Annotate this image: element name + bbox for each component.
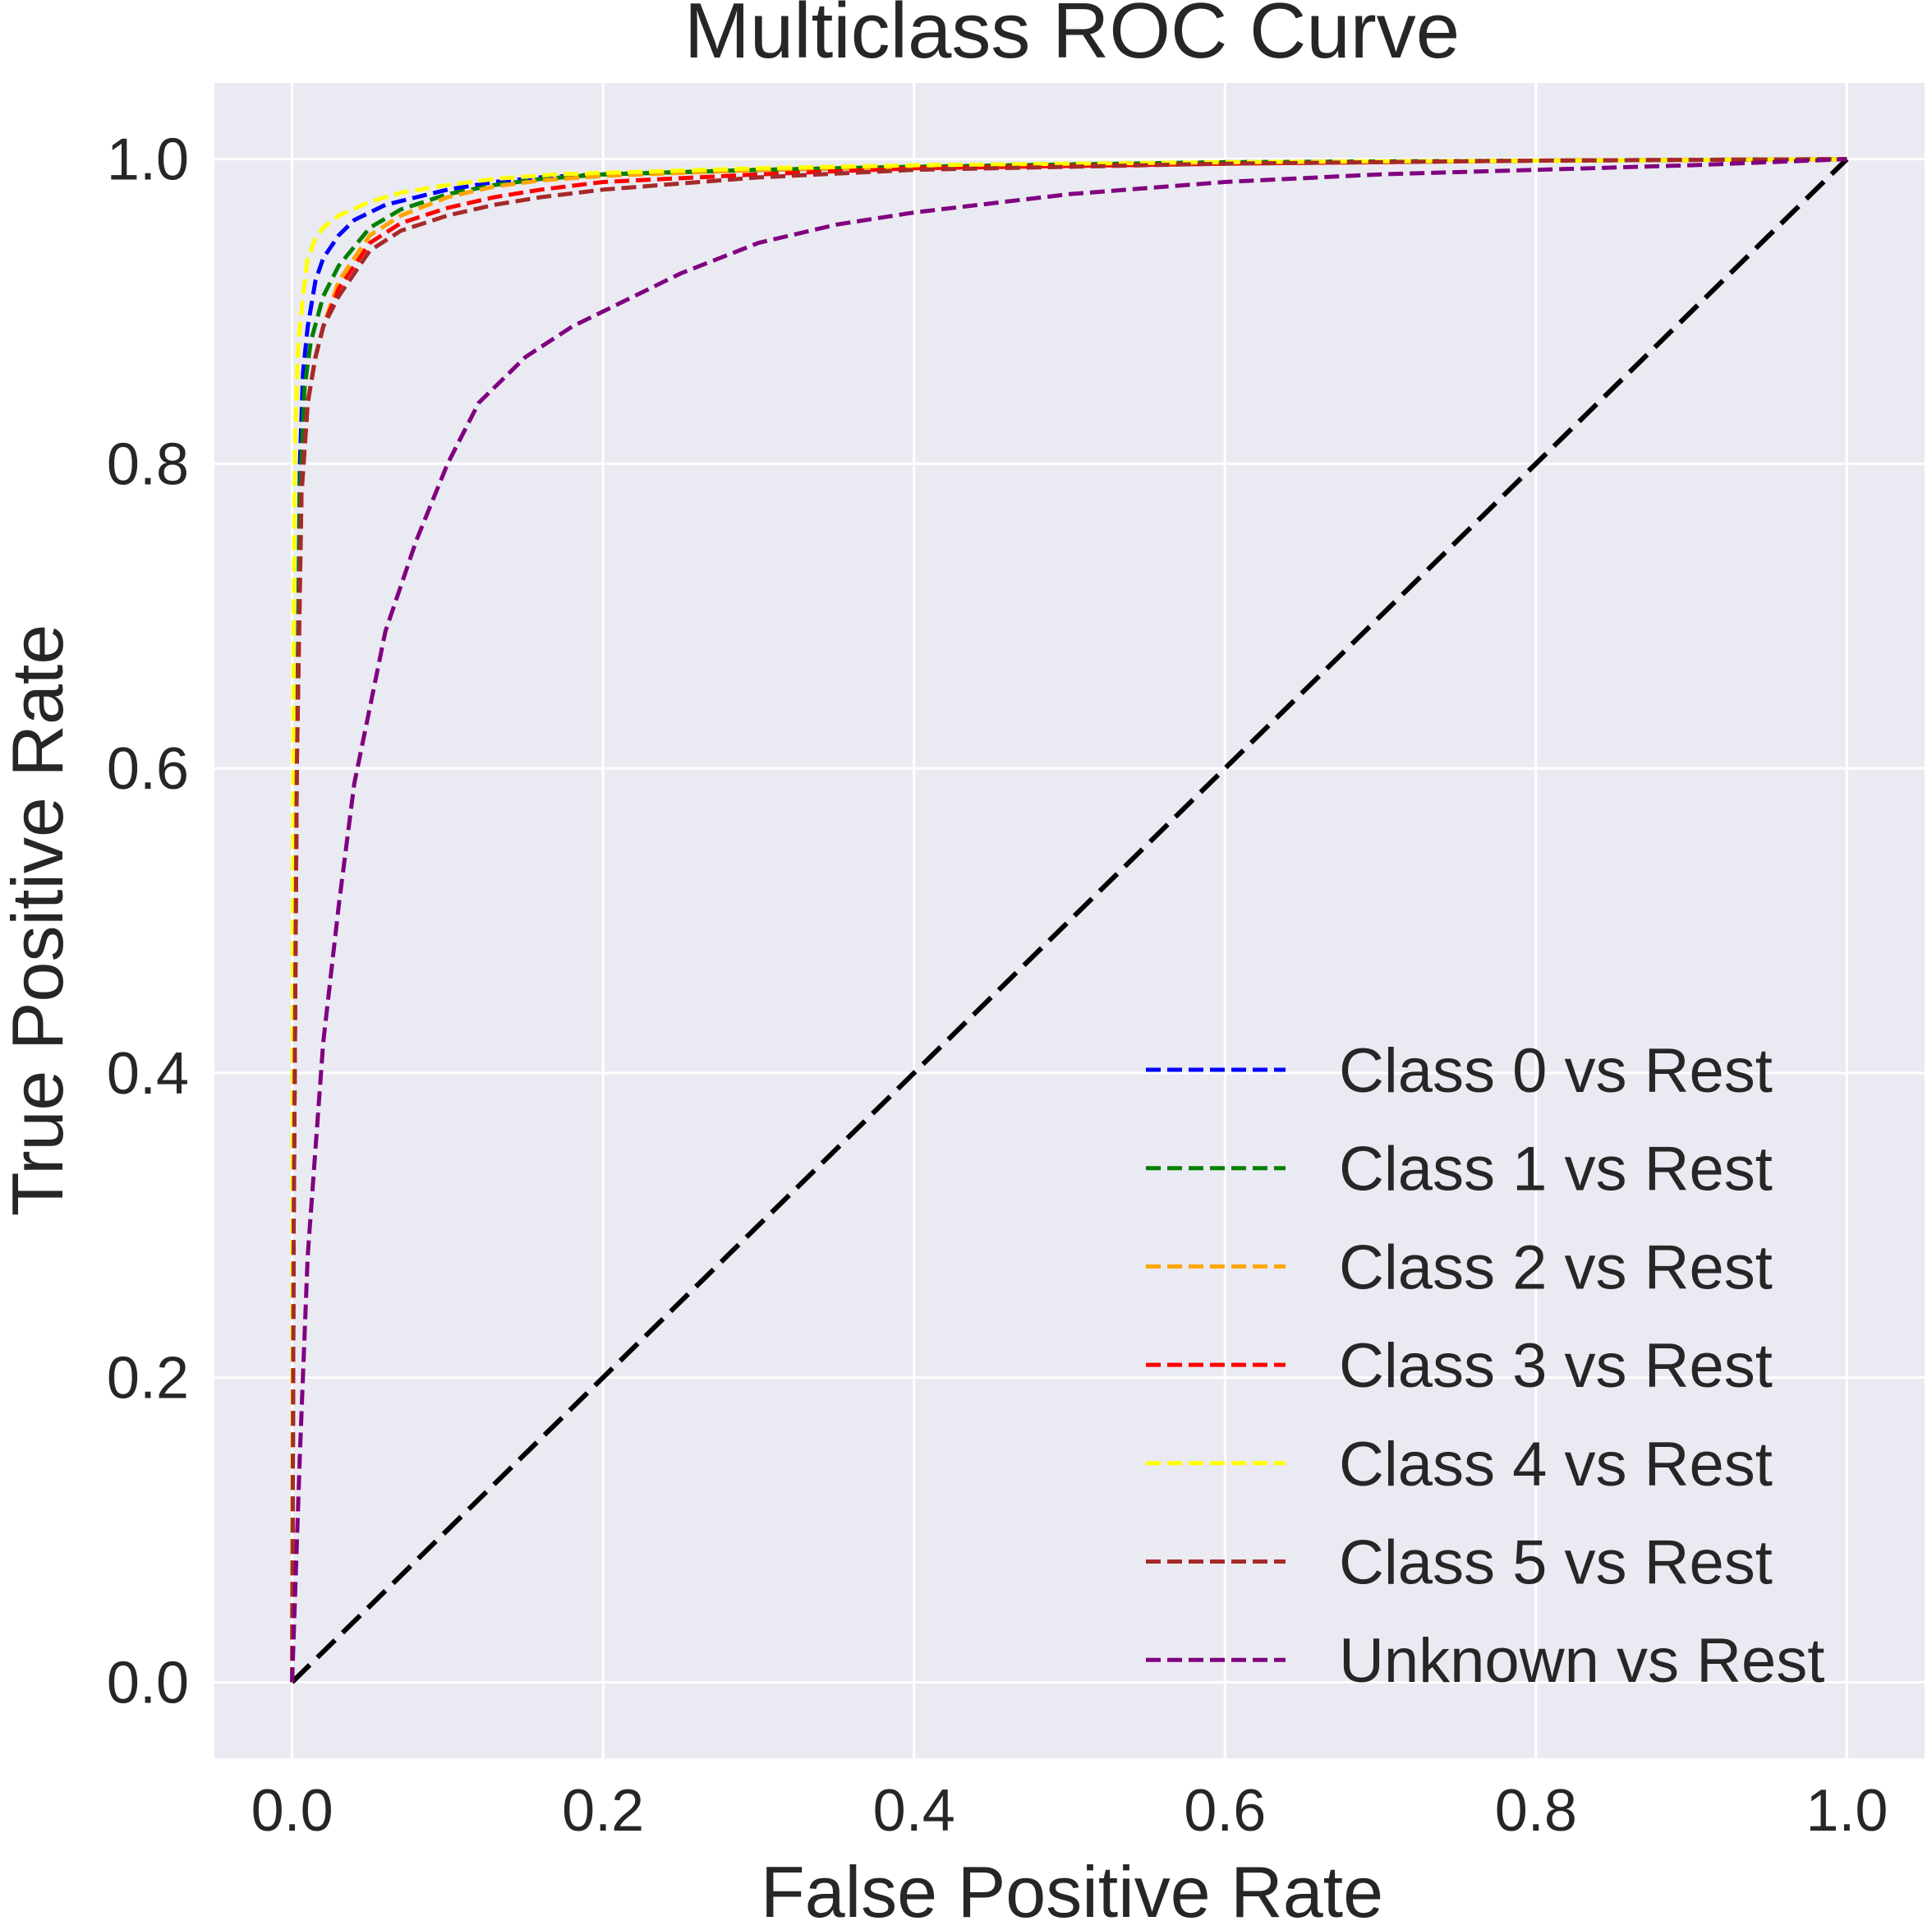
roc-curve-series-6	[290, 157, 1847, 1683]
legend: Class 0 vs Rest Class 1 vs Rest Class 2 vs…	[1146, 1036, 1824, 1696]
legend-label-1: Class 1 vs Rest	[1339, 1135, 1773, 1205]
y-axis-ticks: 0.0 0.2 0.4 0.6 0.8 1.0	[107, 127, 189, 1716]
y-tick-label: 0.2	[107, 1346, 189, 1412]
reference-line	[290, 157, 1849, 1684]
y-tick-label: 0.6	[107, 736, 189, 802]
y-tick-label: 0.0	[107, 1650, 189, 1716]
legend-label-6: Unknown vs Rest	[1339, 1626, 1824, 1696]
y-axis-label: True Positive Rate	[0, 624, 78, 1217]
grid-lines	[214, 83, 1925, 1758]
roc-curves	[290, 157, 1847, 1683]
x-axis-label: False Positive Rate	[761, 1851, 1383, 1921]
x-tick-label: 0.2	[562, 1778, 644, 1844]
x-tick-label: 0.4	[873, 1778, 955, 1844]
chart-title: Multiclass ROC Curve	[684, 0, 1460, 75]
x-axis-ticks: 0.0 0.2 0.4 0.6 0.8 1.0	[251, 1778, 1888, 1844]
x-tick-label: 0.6	[1184, 1778, 1266, 1844]
y-tick-label: 0.4	[107, 1041, 189, 1107]
legend-label-2: Class 2 vs Rest	[1339, 1232, 1773, 1302]
roc-curve-series-5	[290, 157, 1847, 1683]
legend-label-4: Class 4 vs Rest	[1339, 1430, 1773, 1499]
legend-label-5: Class 5 vs Rest	[1339, 1528, 1773, 1598]
x-tick-label: 1.0	[1806, 1778, 1888, 1844]
legend-label-3: Class 3 vs Rest	[1339, 1331, 1773, 1401]
x-tick-label: 0.8	[1495, 1778, 1577, 1844]
diagonal-reference	[290, 157, 1849, 1684]
y-tick-label: 1.0	[107, 127, 189, 193]
y-tick-label: 0.8	[107, 431, 189, 497]
x-tick-label: 0.0	[251, 1778, 334, 1844]
legend-label-0: Class 0 vs Rest	[1339, 1036, 1773, 1106]
